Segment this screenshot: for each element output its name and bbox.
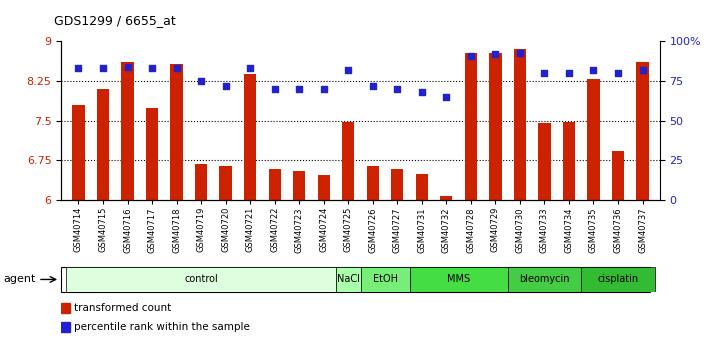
Bar bbox=[539, 124, 551, 200]
Point bbox=[416, 89, 428, 95]
Bar bbox=[72, 105, 84, 200]
Bar bbox=[490, 53, 502, 200]
Bar bbox=[170, 63, 182, 200]
Point bbox=[342, 67, 354, 73]
Bar bbox=[336, 267, 360, 292]
Point bbox=[73, 66, 84, 71]
Point bbox=[588, 67, 599, 73]
Text: cisplatin: cisplatin bbox=[598, 275, 639, 284]
Point bbox=[563, 70, 575, 76]
Point bbox=[293, 86, 305, 92]
Text: agent: agent bbox=[4, 275, 36, 284]
Bar bbox=[244, 74, 256, 200]
Bar bbox=[612, 151, 624, 200]
Point bbox=[514, 50, 526, 55]
Bar bbox=[588, 79, 600, 200]
Bar bbox=[392, 169, 404, 200]
Bar bbox=[563, 122, 575, 200]
Text: NaCl: NaCl bbox=[337, 275, 360, 284]
Bar bbox=[219, 166, 231, 200]
Point bbox=[539, 70, 550, 76]
Point bbox=[171, 66, 182, 71]
Bar bbox=[410, 267, 508, 292]
Bar bbox=[465, 53, 477, 200]
Point bbox=[637, 67, 648, 73]
Point bbox=[97, 66, 109, 71]
Text: GDS1299 / 6655_at: GDS1299 / 6655_at bbox=[54, 14, 176, 27]
Point bbox=[367, 83, 379, 89]
Point bbox=[490, 51, 501, 57]
Bar bbox=[508, 267, 581, 292]
Bar bbox=[293, 171, 305, 200]
Text: percentile rank within the sample: percentile rank within the sample bbox=[74, 322, 249, 332]
Point bbox=[441, 94, 452, 100]
Bar bbox=[637, 61, 649, 200]
Bar bbox=[146, 108, 158, 200]
Point bbox=[244, 66, 256, 71]
Text: MMS: MMS bbox=[447, 275, 470, 284]
Point bbox=[318, 86, 329, 92]
Point bbox=[465, 53, 477, 58]
Point bbox=[195, 78, 207, 84]
Bar bbox=[97, 89, 109, 200]
Bar bbox=[416, 174, 428, 200]
Bar bbox=[268, 169, 280, 200]
Bar bbox=[195, 164, 207, 200]
Text: control: control bbox=[184, 275, 218, 284]
Point bbox=[220, 83, 231, 89]
Bar bbox=[61, 322, 71, 332]
Bar bbox=[360, 267, 410, 292]
Bar bbox=[317, 175, 329, 200]
Text: EtOH: EtOH bbox=[373, 275, 397, 284]
Bar bbox=[342, 122, 354, 200]
Text: transformed count: transformed count bbox=[74, 303, 171, 313]
Bar bbox=[66, 267, 336, 292]
Bar bbox=[441, 196, 453, 200]
Point bbox=[612, 70, 624, 76]
Bar bbox=[514, 49, 526, 200]
Point bbox=[269, 86, 280, 92]
Point bbox=[392, 86, 403, 92]
Bar bbox=[121, 61, 133, 200]
Point bbox=[122, 64, 133, 70]
Bar bbox=[61, 303, 71, 313]
Bar bbox=[581, 267, 655, 292]
Bar bbox=[367, 166, 379, 200]
Point bbox=[146, 66, 158, 71]
Text: bleomycin: bleomycin bbox=[519, 275, 570, 284]
